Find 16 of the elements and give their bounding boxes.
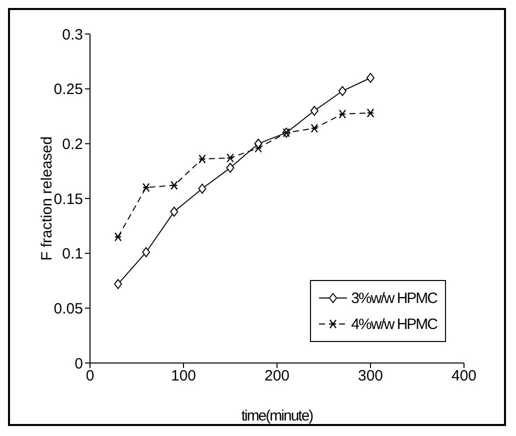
y-tick-label: 0.15	[54, 190, 83, 208]
x-tick-label: 0	[86, 368, 94, 385]
legend-label: 3%w/w HPMC	[351, 290, 437, 306]
y-tick-label: 0.05	[54, 300, 83, 318]
y-axis-title: F fraction released	[38, 136, 56, 261]
y-tick-label: 0.1	[62, 246, 83, 263]
y-tick-label: 0	[74, 355, 83, 372]
x-tick-label: 400	[451, 368, 477, 385]
y-tick-label: 0.25	[54, 81, 83, 98]
y-tick-label: 0.3	[62, 26, 83, 44]
y-tick-label: 0.2	[62, 136, 83, 153]
x-tick-label: 200	[264, 368, 290, 385]
x-axis-title: time(minute)	[241, 408, 314, 425]
legend-label: 4%w/w HPMC	[351, 316, 437, 332]
x-tick-label: 300	[358, 368, 384, 385]
x-tick-label: 100	[170, 368, 196, 385]
